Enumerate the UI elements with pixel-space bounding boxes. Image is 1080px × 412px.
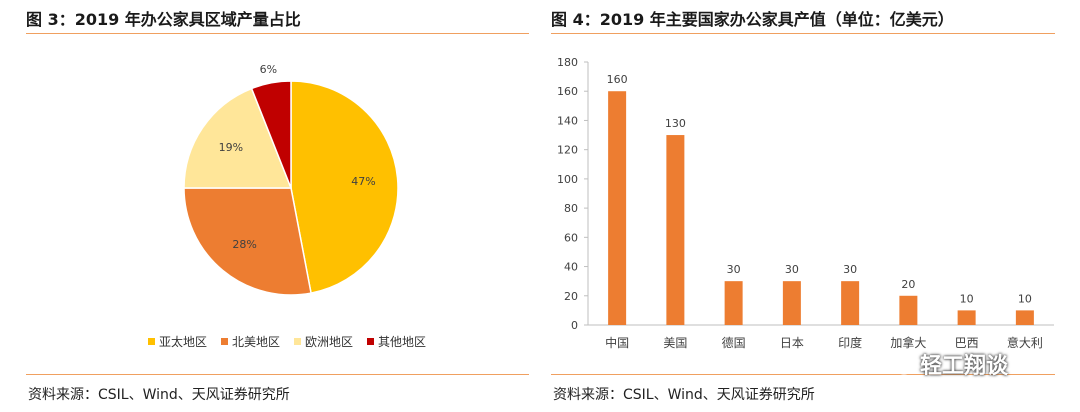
pie-legend-swatch-2: [294, 338, 302, 345]
x-tick-label-2: 德国: [722, 335, 746, 350]
bar-6: [957, 310, 976, 325]
pie-slice-1: [183, 187, 312, 296]
pie-legend-label-2: 欧洲地区: [305, 335, 354, 349]
y-tick-label-5: 100: [557, 173, 578, 186]
bar-data-label-6: 10: [960, 292, 974, 305]
y-tick-label-0: 0: [571, 319, 578, 332]
pie-chart: 47% 28% 19% 6%: [183, 63, 399, 296]
x-tick-label-7: 意大利: [1007, 335, 1043, 350]
bar-data-label-2: 30: [727, 263, 741, 276]
pie-data-label-1: 28%: [232, 238, 256, 251]
pie-legend-label-1: 北美地区: [232, 335, 281, 349]
pie-data-label-2: 19%: [219, 141, 243, 154]
bar-data-label-5: 20: [901, 278, 915, 291]
right-source-rule: [551, 374, 1055, 375]
pie-data-label-3: 6%: [260, 63, 277, 76]
right-source-note: 资料来源：CSIL、Wind、天风证券研究所: [553, 387, 815, 403]
wechat-icon: [884, 353, 913, 375]
bar-7: [1015, 310, 1034, 325]
bar-chart-title: 图 4：2019 年主要国家办公家具产值（单位：亿美元）: [551, 10, 954, 29]
pie-legend-swatch-1: [221, 338, 229, 345]
bar-data-label-7: 10: [1018, 292, 1032, 305]
pie-legend-item-0: 亚太地区: [148, 333, 207, 350]
x-tick-label-1: 美国: [663, 336, 687, 350]
bar-4: [841, 281, 860, 325]
x-tick-label-4: 印度: [838, 335, 862, 350]
bar-data-label-4: 30: [843, 263, 857, 276]
y-tick-label-8: 160: [557, 85, 578, 98]
bar-chart: 0 20 40 60 80 100 120 140 160 180 160 中国 130 美国 30 德国 30…: [557, 56, 1054, 350]
watermark-text: 轻工翔谈: [920, 354, 1009, 379]
right-title-rule: [551, 33, 1055, 34]
x-tick-label-0: 中国: [605, 335, 629, 350]
pie-legend-label-3: 其他地区: [378, 335, 427, 349]
x-tick-label-6: 巴西: [955, 336, 979, 350]
pie-data-label-0: 47%: [351, 175, 375, 188]
pie-legend-label-0: 亚太地区: [159, 335, 208, 349]
x-tick-label-3: 日本: [780, 336, 804, 350]
y-tick-label-9: 180: [557, 56, 578, 69]
bar-0: [608, 91, 627, 325]
pie-slice-2: [183, 87, 293, 189]
pie-legend-item-1: 北美地区: [221, 333, 280, 350]
y-tick-label-6: 120: [557, 144, 578, 157]
bar-3: [782, 281, 801, 325]
pie-slice-0: [290, 80, 399, 294]
pie-legend-swatch-3: [367, 338, 375, 345]
pie-chart-title: 图 3：2019 年办公家具区域产量占比: [26, 10, 301, 29]
y-tick-label-2: 40: [564, 261, 578, 274]
y-tick-label-4: 80: [564, 202, 578, 215]
left-title-rule: [26, 33, 529, 34]
x-tick-label-5: 加拿大: [890, 335, 926, 350]
left-source-rule: [26, 374, 529, 375]
bar-data-label-1: 130: [665, 117, 686, 130]
bar-2: [724, 281, 743, 325]
watermark: 轻工翔谈: [884, 348, 1008, 380]
bar-data-label-0: 160: [607, 73, 628, 86]
y-tick-label-7: 140: [557, 114, 578, 127]
y-tick-label-1: 20: [564, 290, 578, 303]
pie-legend: 亚太地区 北美地区 欧洲地区 其他地区: [148, 333, 426, 350]
bar-5: [899, 295, 918, 325]
pie-legend-swatch-0: [148, 338, 155, 345]
bar-data-label-3: 30: [785, 263, 799, 276]
left-source-note: 资料来源：CSIL、Wind、天风证券研究所: [28, 387, 290, 403]
y-tick-label-3: 60: [564, 231, 578, 244]
pie-slice-3: [250, 80, 292, 189]
bar-1: [666, 135, 685, 325]
pie-legend-item-2: 欧洲地区: [294, 333, 353, 350]
pie-legend-item-3: 其他地区: [367, 333, 426, 350]
